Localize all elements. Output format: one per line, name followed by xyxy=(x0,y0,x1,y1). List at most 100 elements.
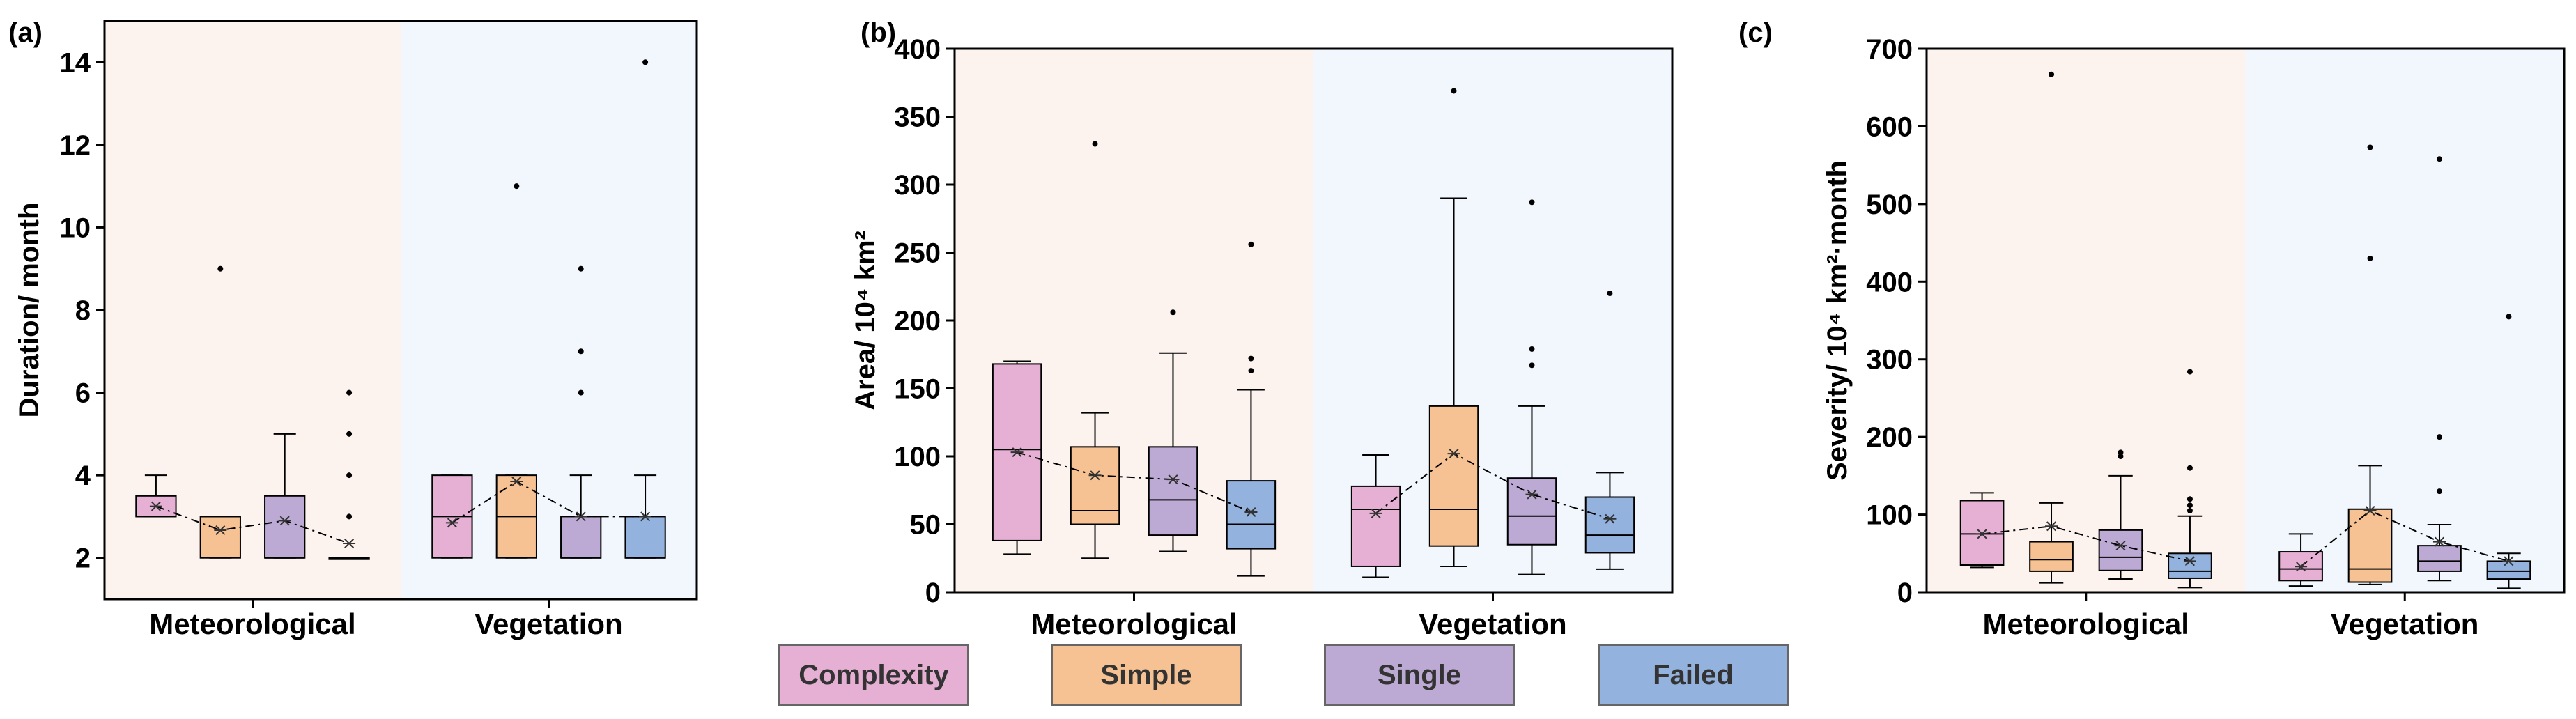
panel-c-box-meteorological-failed-outlier xyxy=(2186,508,2193,513)
panel-b-ytick-label: 400 xyxy=(894,34,941,65)
panel-b-box-meteorological-failed-iqr xyxy=(1226,480,1277,550)
panel-a-box-vegetation-single-outlier xyxy=(578,348,584,355)
panel-b-box-vegetation-simple-outlier xyxy=(1451,88,1457,94)
panel-c-box-vegetation-single-outlier xyxy=(2436,156,2442,162)
panel-a-mean-marker xyxy=(445,518,458,528)
mean-marker-stroke xyxy=(1246,507,1256,517)
panel-a-ytick-label: 14 xyxy=(60,47,91,78)
panel-a-box-meteorological-failed xyxy=(328,389,370,560)
legend: Complexity Simple Single Failed xyxy=(0,644,2576,711)
mean-marker-stroke xyxy=(1012,447,1022,458)
panel-c-box-vegetation-simple-outlier xyxy=(2367,144,2373,150)
panel-c-ytick-label: 400 xyxy=(1866,267,1913,297)
panel-a-mean-line-meteorological xyxy=(155,505,350,544)
panel-b-mean-marker xyxy=(1166,474,1180,485)
panel-c-box-meteorological-single-outlier xyxy=(2118,454,2124,459)
panel-b-mean-marker xyxy=(1369,508,1382,518)
panel-a-box-meteorological-simple xyxy=(199,265,241,559)
panel-c-box-meteorological-failed-outlier xyxy=(2186,369,2193,375)
mean-marker-stroke xyxy=(2184,556,2195,566)
panel-a-box-vegetation-simple xyxy=(495,183,537,559)
mean-marker-stroke xyxy=(1605,513,1615,524)
panel-c-ytick-label: 100 xyxy=(1866,500,1913,531)
panel-b-box-vegetation-simple-iqr xyxy=(1428,405,1479,547)
panel-a: 2 4 6 8 10 12 14 Duration/ month (a) Meteorologic… xyxy=(8,17,698,640)
mean-marker-stroke xyxy=(511,477,522,487)
panel-b-box-vegetation-single-iqr xyxy=(1506,477,1557,546)
panel-b-ytick-label: 250 xyxy=(894,238,941,269)
panel-c-box-vegetation-failed xyxy=(2486,314,2531,589)
panel-a-box-meteorological-failed-outlier xyxy=(346,513,353,520)
panel-a-ytick-label: 10 xyxy=(60,212,91,243)
panel-a-box-vegetation-single-outlier xyxy=(578,389,584,396)
panel-c-mean-marker xyxy=(2432,536,2446,547)
panel-a-box-meteorological-single xyxy=(264,433,306,559)
mean-marker-stroke xyxy=(640,511,651,522)
panel-b-ylabel: Area/ 10⁴ km² xyxy=(850,231,881,410)
panel-c-box-meteorological-simple xyxy=(2029,71,2074,584)
panel-a-ytick-label: 8 xyxy=(75,295,91,326)
panel-a-mean-marker xyxy=(278,516,291,526)
mean-marker-stroke xyxy=(2504,556,2514,566)
mean-marker-stroke xyxy=(2365,505,2375,516)
legend-label-failed: Failed xyxy=(1653,659,1734,690)
legend-item-simple: Simple xyxy=(1051,644,1242,706)
panel-b-box-meteorological-single-outlier xyxy=(1170,309,1176,316)
panel-a-box-vegetation-single-iqr xyxy=(560,516,602,559)
mean-marker-stroke xyxy=(2115,541,2126,551)
panel-c-box-meteorological-complexity xyxy=(1959,492,2005,569)
panel-b-box-meteorological-simple-outlier xyxy=(1092,141,1098,147)
panel-a-ylabel: Duration/ month xyxy=(14,203,45,418)
panel-a-ytick-label: 2 xyxy=(75,543,91,574)
panel-c-mean-line-vegetation xyxy=(2300,509,2509,568)
panel-b-box-vegetation-simple xyxy=(1428,88,1479,567)
panel-c-box-meteorological-simple-iqr xyxy=(2029,541,2074,572)
panel-c-box-vegetation-failed-outlier xyxy=(2506,314,2512,320)
panel-b-ytick-label: 300 xyxy=(894,170,941,201)
panel-b-box-meteorological-single xyxy=(1148,309,1198,552)
panel-b-box-meteorological-failed-outlier xyxy=(1248,241,1254,247)
panel-c-box-vegetation-single-iqr xyxy=(2417,545,2462,572)
legend-label-simple: Simple xyxy=(1100,659,1192,690)
panel-b-ytick-label: 150 xyxy=(894,374,941,405)
panel-a-box-vegetation-failed xyxy=(624,59,666,559)
panel-c-frame xyxy=(1925,47,2566,594)
panel-a-box-vegetation-failed-iqr xyxy=(624,516,666,559)
legend-label-single: Single xyxy=(1377,659,1462,690)
panel-c-mean-marker xyxy=(2045,521,2058,532)
panel-c-box-meteorological-single-outlier xyxy=(2118,449,2124,456)
panel-b-mean-line-vegetation xyxy=(1375,452,1610,520)
panel-c-group-label-vegetation: Vegetation xyxy=(2331,608,2478,640)
mean-marker-stroke xyxy=(2046,521,2057,532)
panel-a-mean-marker xyxy=(149,501,162,511)
mean-marker-stroke xyxy=(1527,489,1537,500)
panel-b-box-meteorological-failed-outlier xyxy=(1248,368,1254,374)
panel-b-ytick-label: 100 xyxy=(894,442,941,472)
mean-marker-stroke xyxy=(447,518,457,528)
panel-b-ytick-label: 50 xyxy=(910,510,941,541)
mean-marker-stroke xyxy=(2434,536,2444,547)
panel-a-mean-marker xyxy=(639,511,652,522)
panel-c-mean-line-meteorological xyxy=(1982,525,2191,562)
mean-marker-stroke xyxy=(1371,508,1381,518)
panel-c-ytick-label: 500 xyxy=(1866,190,1913,220)
panel-c-box-meteorological-failed-outlier xyxy=(2186,465,2193,471)
mean-marker-stroke xyxy=(2296,562,2306,572)
panel-a-mean-marker xyxy=(574,511,587,522)
panel-b-ytick-label: 200 xyxy=(894,306,941,337)
panel-b-box-vegetation-single-outlier xyxy=(1529,346,1535,352)
panel-b-box-vegetation-failed-outlier xyxy=(1607,291,1613,296)
panel-c-mean-marker xyxy=(2295,562,2308,572)
panel-b-mean-marker xyxy=(1010,447,1024,458)
panel-c-label: (c) xyxy=(1738,17,1773,48)
mean-marker-stroke xyxy=(215,525,226,535)
panel-b-box-vegetation-complexity-iqr xyxy=(1350,485,1401,567)
panel-b-ytick-label: 350 xyxy=(894,102,941,133)
panel-c-box-meteorological-failed-iqr xyxy=(2168,552,2212,579)
panel-a-box-meteorological-simple-iqr xyxy=(199,516,241,559)
panel-a-mean-marker xyxy=(214,525,227,535)
panel-b-mean-marker xyxy=(1447,449,1460,459)
panel-c-mean-marker xyxy=(2114,541,2127,551)
panel-c-box-vegetation-simple-outlier xyxy=(2367,255,2373,261)
